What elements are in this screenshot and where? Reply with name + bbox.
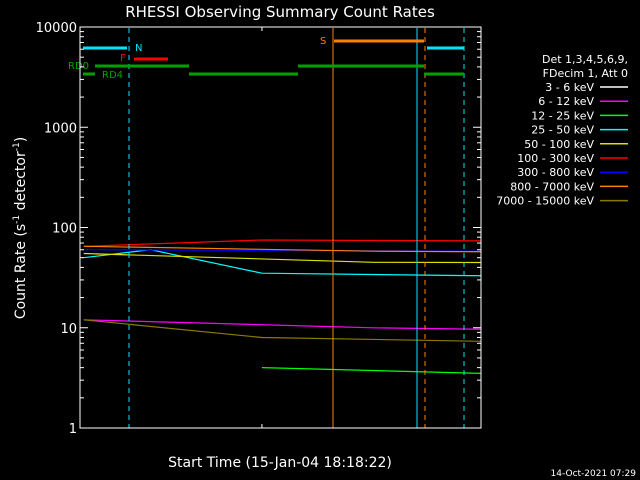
y-tick-label-0: 1 — [69, 422, 77, 437]
flag-label-n: N — [135, 43, 142, 54]
y-tick-label-1: 10 — [60, 322, 77, 337]
legend-label-7: 800 - 7000 keV — [510, 180, 594, 193]
x-axis-label: Start Time (15-Jan-04 18:18:22) — [168, 455, 392, 471]
flag-label-s: S — [320, 36, 326, 47]
y-tick-label-4: 10000 — [36, 21, 77, 36]
axes-layer: 18:3018:4519:0019:1519:3019:451101001000… — [36, 21, 481, 437]
y-axis-label-sup1: -1 — [12, 215, 22, 224]
legend-label-2: 12 - 25 keV — [531, 109, 594, 122]
y-axis-label-mid: detector — [13, 151, 29, 215]
y-axis-label: Count Rate (s-1 detector-1) — [12, 137, 29, 319]
chart-title: RHESSI Observing Summary Count Rates — [125, 3, 435, 21]
footer-timestamp: 14-Oct-2021 07:29 — [551, 469, 637, 479]
overlay-layer: N F S RD0 RD4 — [68, 28, 465, 428]
legend-label-0: 3 - 6 keV — [545, 81, 594, 94]
y-tick-label-3: 1000 — [44, 121, 77, 136]
y-axis-label-end: ) — [13, 137, 29, 142]
y-tick-label-2: 100 — [52, 222, 77, 237]
legend-header-2: FDecim 1, Att 0 — [543, 67, 628, 80]
legend-label-3: 25 - 50 keV — [531, 124, 594, 137]
legend-label-4: 50 - 100 keV — [524, 138, 594, 151]
y-axis-label-main: Count Rate (s — [13, 224, 29, 319]
flag-label-f: F — [120, 53, 126, 64]
legend-label-6: 300 - 800 keV — [517, 166, 594, 179]
legend-header-1: Det 1,3,4,5,6,9, — [542, 53, 628, 66]
legend: Det 1,3,4,5,6,9, FDecim 1, Att 0 3 - 6 k… — [496, 53, 628, 208]
flag-label-rd0: RD0 — [68, 61, 89, 72]
flag-label-rd4: RD4 — [102, 70, 123, 81]
legend-label-5: 100 - 300 keV — [517, 152, 594, 165]
legend-label-1: 6 - 12 keV — [538, 95, 594, 108]
y-axis-label-sup2: -1 — [12, 142, 22, 151]
legend-label-8: 7000 - 15000 keV — [496, 195, 594, 208]
